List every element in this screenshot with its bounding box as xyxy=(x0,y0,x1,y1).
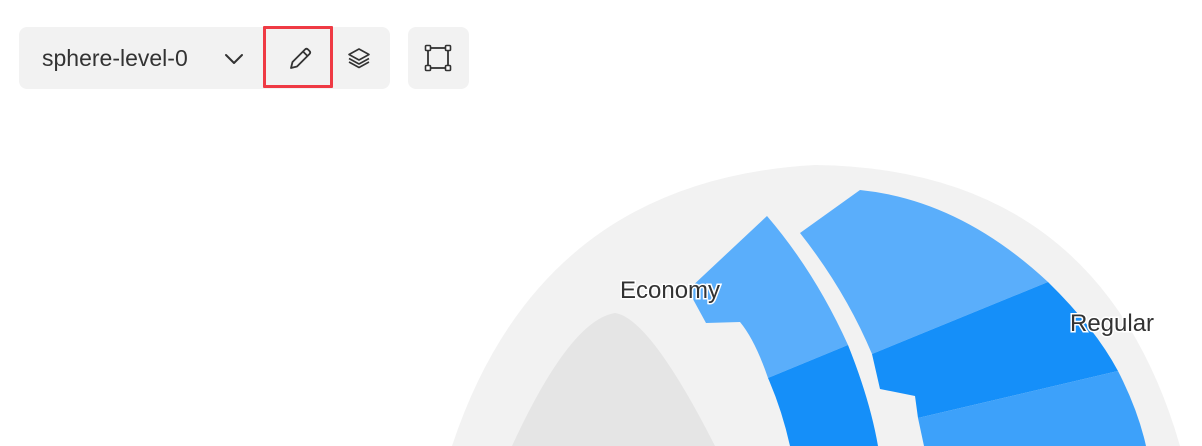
regular-label: Regular xyxy=(1070,310,1154,337)
frame-button[interactable] xyxy=(408,27,469,89)
regular-segment-top[interactable] xyxy=(800,190,1048,354)
level-select-dropdown[interactable]: sphere-level-0 xyxy=(19,27,259,89)
economy-segment-lower[interactable] xyxy=(768,345,878,446)
inner-sphere xyxy=(512,313,715,446)
regular-segment-bottom[interactable] xyxy=(918,371,1146,446)
economy-label: Economy xyxy=(620,277,720,304)
economy-segment-upper[interactable] xyxy=(688,216,848,378)
regular-segment-middle[interactable] xyxy=(872,282,1118,418)
chevron-down-icon xyxy=(224,49,244,69)
layers-button[interactable] xyxy=(337,27,381,89)
view-toolbar: sphere-level-0 xyxy=(19,26,390,89)
edit-button[interactable] xyxy=(263,26,333,88)
level-select-value: sphere-level-0 xyxy=(42,45,188,71)
